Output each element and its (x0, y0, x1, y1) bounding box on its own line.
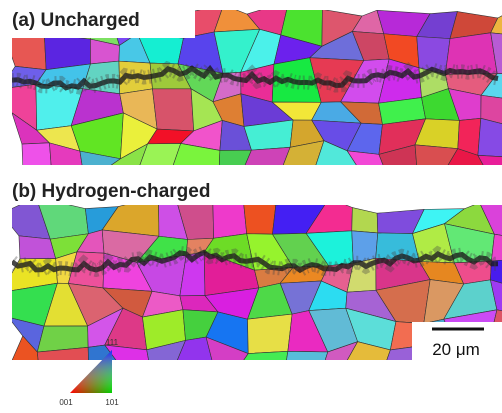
grain (283, 351, 328, 382)
grain (117, 365, 152, 405)
grain (379, 368, 422, 402)
grain (152, 378, 191, 406)
grain (204, 171, 248, 198)
grain (457, 366, 498, 407)
grain (22, 143, 52, 180)
ipf-label: 001 (59, 398, 73, 407)
grain (239, 368, 283, 406)
grain (1, 197, 50, 239)
panel-label: (b) Hydrogen-charged (12, 181, 210, 202)
grain (243, 196, 276, 234)
grain (318, 371, 363, 408)
grain (410, 368, 458, 408)
grain (352, 208, 378, 233)
grain (4, 34, 46, 70)
grain (219, 150, 252, 187)
ipf-label: 111 (106, 338, 119, 347)
grain (3, 370, 53, 399)
grain (490, 339, 502, 380)
grain (390, 176, 424, 212)
grain (390, 322, 425, 350)
grain (478, 118, 502, 158)
grain (484, 366, 502, 405)
ipf-label: 101 (105, 398, 119, 407)
grain (152, 89, 193, 131)
grain (247, 314, 292, 353)
grain (204, 367, 239, 402)
grain (213, 196, 247, 238)
ebsd-map-b (1, 196, 502, 409)
grain (280, 376, 320, 406)
grain (170, 367, 214, 406)
grain (478, 155, 502, 187)
grain (418, 173, 451, 208)
grain (350, 176, 397, 212)
grain (341, 371, 393, 408)
grain (37, 347, 89, 377)
panel-label: (a) Uncharged (12, 10, 140, 31)
scale-bar-label: 20 μm (432, 340, 480, 359)
grain (444, 173, 496, 206)
figure: (a) Uncharged (b) Hydrogen-charged 20 μm… (0, 0, 502, 413)
grain (44, 34, 90, 70)
